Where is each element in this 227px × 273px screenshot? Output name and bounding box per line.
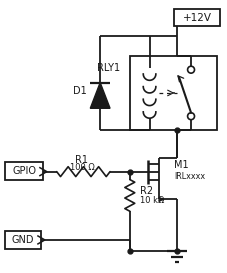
Text: R1: R1 xyxy=(75,155,88,165)
Polygon shape xyxy=(90,82,110,108)
Text: D1: D1 xyxy=(72,87,86,96)
Text: GND: GND xyxy=(12,235,34,245)
Text: R2: R2 xyxy=(139,186,152,197)
Text: M1: M1 xyxy=(173,160,188,170)
Text: +12V: +12V xyxy=(182,13,211,23)
Text: IRLxxxx: IRLxxxx xyxy=(173,172,205,181)
Text: RLY1: RLY1 xyxy=(96,63,119,73)
Text: GPIO: GPIO xyxy=(12,166,36,176)
FancyBboxPatch shape xyxy=(5,162,43,180)
FancyBboxPatch shape xyxy=(173,9,219,26)
FancyBboxPatch shape xyxy=(5,231,41,249)
Text: 100 Ω: 100 Ω xyxy=(69,163,94,172)
Text: 10 kΩ: 10 kΩ xyxy=(139,196,163,205)
FancyBboxPatch shape xyxy=(129,56,216,130)
